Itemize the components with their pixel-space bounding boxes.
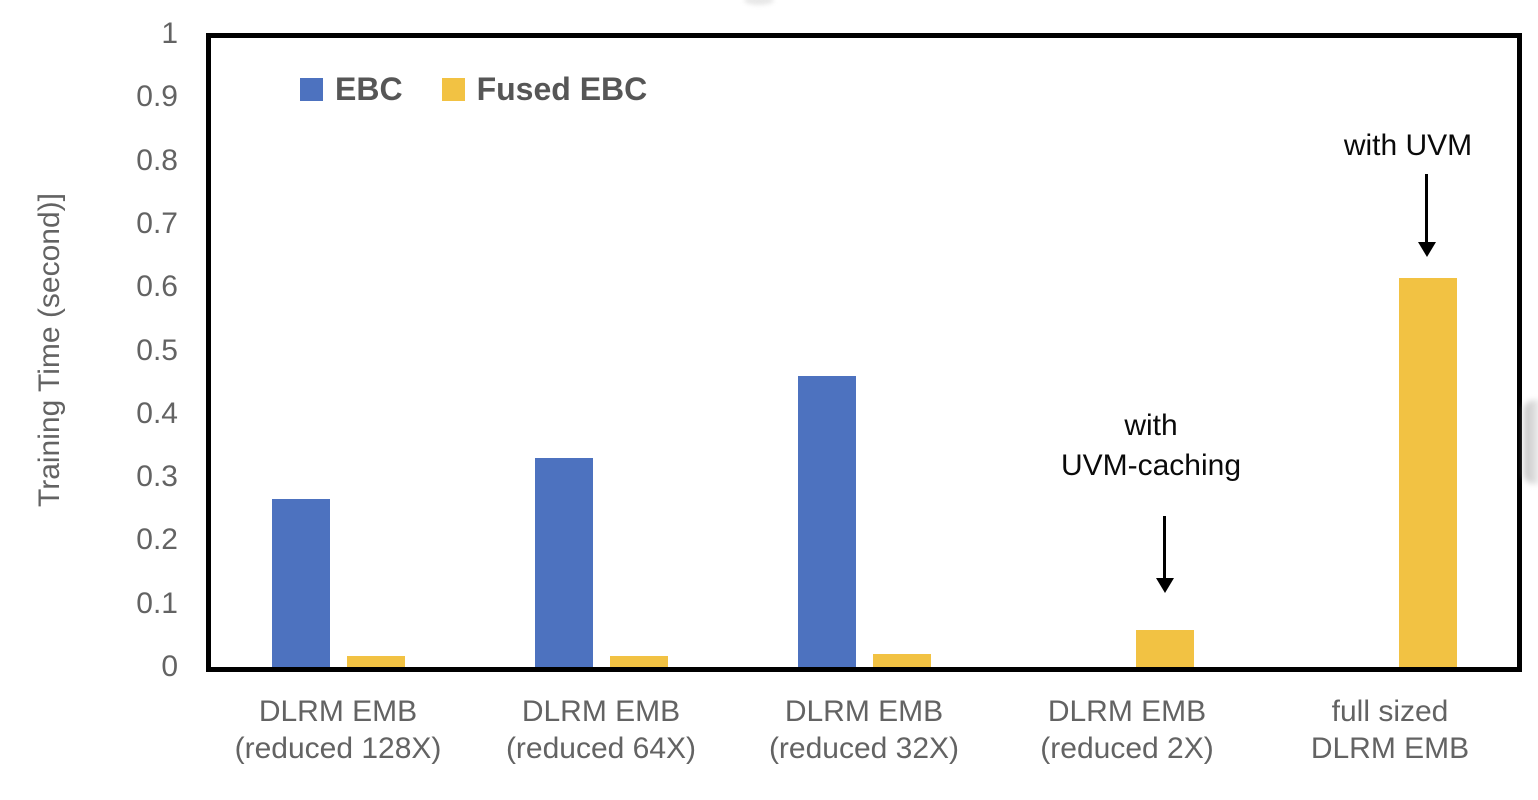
y-axis-tick-label: 0.5 bbox=[136, 334, 178, 367]
y-axis-tick-label: 0.6 bbox=[136, 270, 178, 303]
y-axis-tick-label: 0.2 bbox=[136, 523, 178, 556]
x-axis-category-label: DLRM EMB (reduced 64X) bbox=[505, 695, 697, 765]
legend-item-ebc: EBC bbox=[300, 71, 403, 108]
x-axis-category-label: DLRM EMB (reduced 32X) bbox=[768, 695, 960, 765]
y-axis-tick-label: 0.4 bbox=[136, 397, 178, 430]
bar-fused-ebc-0 bbox=[347, 656, 405, 667]
y-axis-tick-label: 0 bbox=[161, 650, 178, 683]
bar-ebc-0 bbox=[272, 499, 330, 667]
screen-edge-artifact bbox=[744, 0, 774, 5]
plot-area bbox=[206, 33, 1522, 672]
bar-fused-ebc-4 bbox=[1399, 278, 1457, 667]
annotation-with-uvm-caching: with UVM-caching bbox=[1060, 409, 1242, 482]
bar-fused-ebc-1 bbox=[610, 656, 668, 667]
down-arrow-head-icon bbox=[1156, 578, 1174, 593]
y-axis-tick-label: 1 bbox=[161, 17, 178, 50]
y-axis-tick-label: 0.8 bbox=[136, 144, 178, 177]
fused-ebc-legend-swatch-icon bbox=[441, 78, 465, 101]
bar-ebc-2 bbox=[798, 376, 856, 667]
x-axis-category-label: DLRM EMB (reduced 2X) bbox=[1040, 695, 1214, 765]
annotation-with-uvm: with UVM bbox=[1343, 129, 1473, 162]
bar-ebc-1 bbox=[535, 458, 593, 667]
down-arrow-icon bbox=[1163, 516, 1166, 578]
scrollbar-artifact bbox=[1524, 400, 1538, 484]
legend-item-fused-ebc: Fused EBC bbox=[441, 71, 648, 108]
legend: EBC Fused EBC bbox=[300, 71, 647, 108]
down-arrow-icon bbox=[1425, 174, 1428, 242]
legend-label-fused-ebc: Fused EBC bbox=[476, 71, 648, 107]
bar-fused-ebc-3 bbox=[1136, 630, 1194, 667]
y-axis-tick-label: 0.1 bbox=[136, 587, 178, 620]
y-axis-tick-label: 0.9 bbox=[136, 80, 178, 113]
legend-label-ebc: EBC bbox=[335, 71, 403, 107]
down-arrow-head-icon bbox=[1418, 242, 1436, 257]
bar-fused-ebc-2 bbox=[873, 654, 931, 667]
x-axis-category-label: DLRM EMB (reduced 128X) bbox=[234, 695, 442, 765]
y-axis-tick-label: 0.3 bbox=[136, 460, 178, 493]
y-axis-tick-label: 0.7 bbox=[136, 207, 178, 240]
x-axis-category-label: full sized DLRM EMB bbox=[1310, 695, 1470, 765]
ebc-legend-swatch-icon bbox=[300, 78, 323, 101]
